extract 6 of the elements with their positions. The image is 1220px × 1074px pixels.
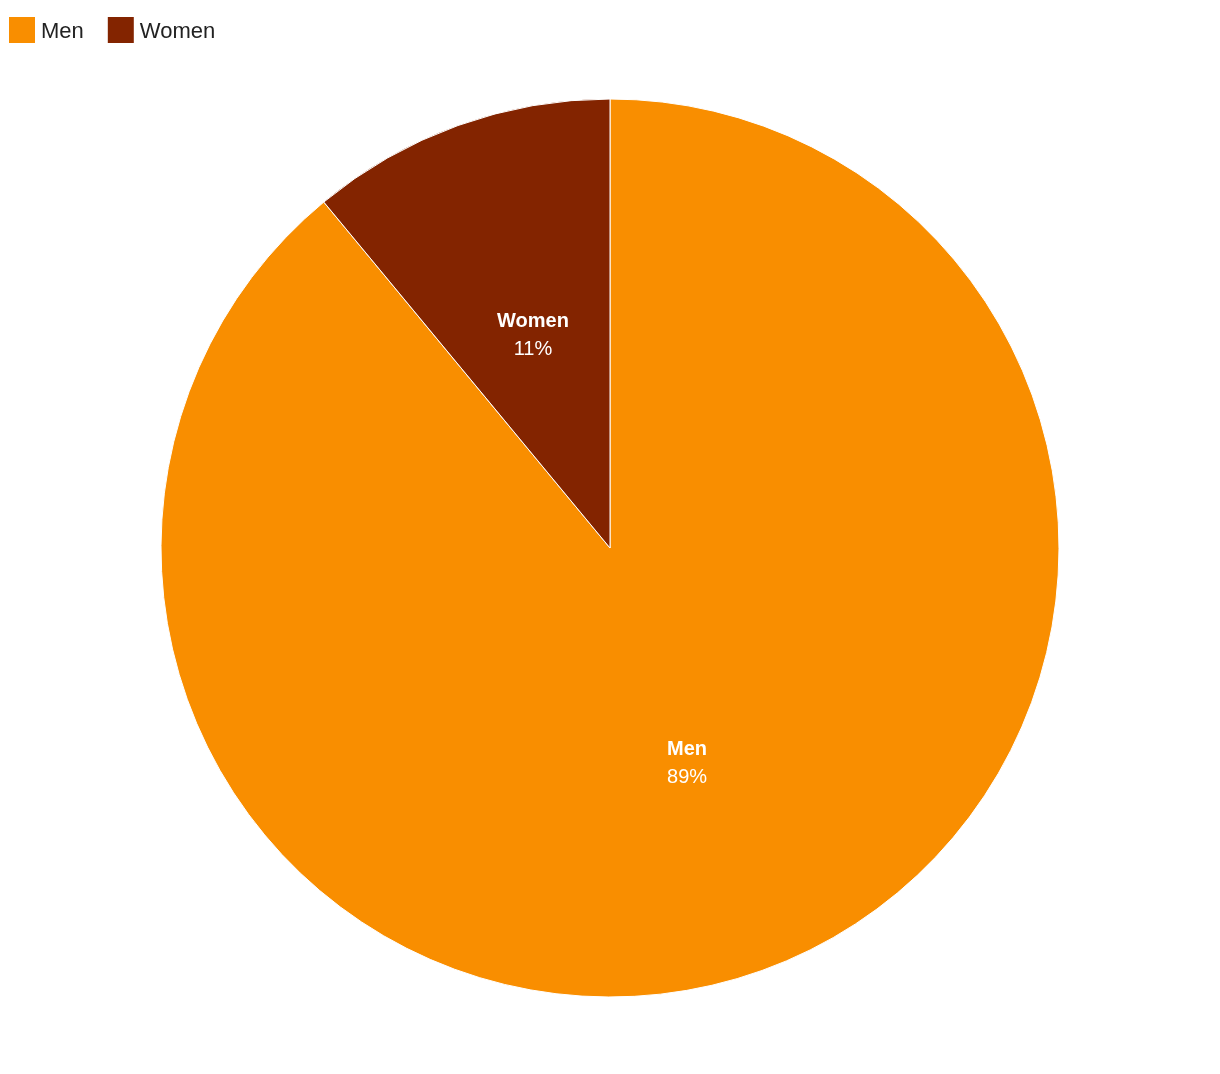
slice-label: Men	[667, 737, 708, 760]
slice-label: Women	[497, 308, 569, 331]
legend-label: Men	[41, 17, 84, 43]
data-label: 11%	[513, 336, 553, 359]
legend-label: Women	[139, 17, 216, 43]
data-label: 89%	[667, 765, 708, 788]
